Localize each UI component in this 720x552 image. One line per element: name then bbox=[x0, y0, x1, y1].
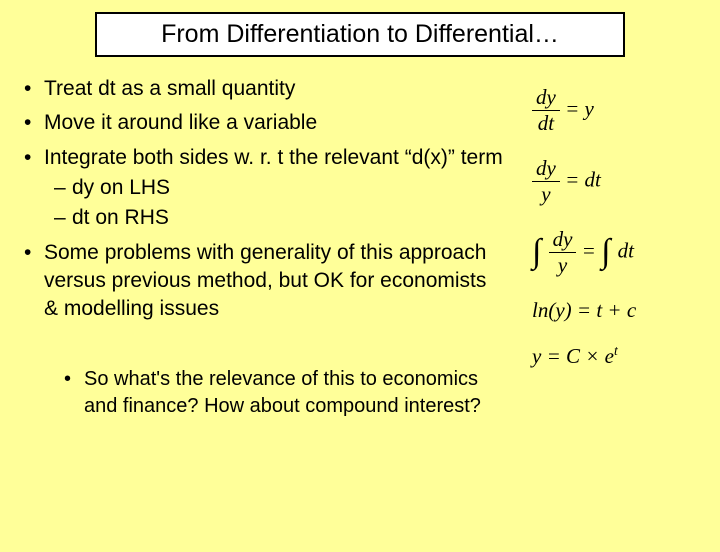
equation-4: ln(y) = t + c bbox=[532, 298, 636, 323]
integral-icon: ∫ bbox=[601, 237, 610, 268]
denominator: y bbox=[532, 181, 560, 207]
fraction: dy dt bbox=[532, 85, 560, 136]
content-row: Treat dt as a small quantity Move it aro… bbox=[0, 75, 720, 420]
fraction: dy y bbox=[549, 227, 577, 278]
footer-bullet-item: So what's the relevance of this to econo… bbox=[62, 366, 504, 420]
rhs-exponent: t bbox=[614, 343, 618, 358]
denominator: dt bbox=[532, 110, 560, 136]
rhs: y bbox=[585, 96, 594, 120]
bullet-item: Some problems with generality of this ap… bbox=[22, 239, 504, 324]
equation-1: dy dt = y bbox=[532, 85, 594, 136]
bullet-item: Treat dt as a small quantity bbox=[22, 75, 504, 103]
equations-column: dy dt = y dy y = dt ∫ dy y = ∫ dt bbox=[514, 75, 704, 420]
lhs: y bbox=[532, 344, 541, 368]
equation-5: y = C × et bbox=[532, 343, 618, 369]
bullet-text: Integrate both sides w. r. t the relevan… bbox=[44, 146, 503, 169]
equals-sign: = bbox=[547, 344, 566, 368]
equation-3: ∫ dy y = ∫ dt bbox=[532, 227, 634, 278]
equation-2: dy y = dt bbox=[532, 156, 601, 207]
rhs: dt bbox=[585, 167, 601, 191]
bullet-item: Move it around like a variable bbox=[22, 109, 504, 137]
lhs: ln(y) bbox=[532, 298, 572, 322]
sub-bullet-item: dy on LHS bbox=[44, 174, 504, 202]
equals-sign: = bbox=[565, 96, 584, 120]
equals-sign: = bbox=[577, 298, 596, 322]
rhs: t + c bbox=[596, 298, 636, 322]
sub-bullet-list: dy on LHS dt on RHS bbox=[44, 174, 504, 233]
title-box: From Differentiation to Differential… bbox=[95, 12, 625, 57]
left-column: Treat dt as a small quantity Move it aro… bbox=[22, 75, 514, 420]
rhs: dt bbox=[618, 238, 634, 262]
rhs-base: C × e bbox=[566, 344, 614, 368]
sub-bullet-item: dt on RHS bbox=[44, 204, 504, 232]
fraction: dy y bbox=[532, 156, 560, 207]
equals-sign: = bbox=[565, 167, 584, 191]
integral-icon: ∫ bbox=[532, 237, 541, 268]
footer-bullet-list: So what's the relevance of this to econo… bbox=[22, 366, 504, 420]
equals-sign: = bbox=[582, 238, 601, 262]
bullet-item: Integrate both sides w. r. t the relevan… bbox=[22, 144, 504, 233]
numerator: dy bbox=[532, 85, 560, 110]
slide-title: From Differentiation to Differential… bbox=[111, 20, 609, 49]
numerator: dy bbox=[532, 156, 560, 181]
numerator: dy bbox=[549, 227, 577, 252]
denominator: y bbox=[549, 252, 577, 278]
bullet-list: Treat dt as a small quantity Move it aro… bbox=[22, 75, 504, 324]
